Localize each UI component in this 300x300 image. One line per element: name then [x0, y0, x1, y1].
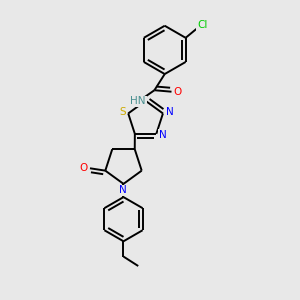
Text: Cl: Cl [197, 20, 208, 30]
Text: HN: HN [130, 96, 146, 106]
Text: O: O [80, 163, 88, 173]
Text: O: O [174, 87, 182, 97]
Text: S: S [119, 107, 126, 117]
Text: N: N [166, 107, 173, 117]
Text: N: N [159, 130, 167, 140]
Text: N: N [119, 185, 127, 195]
